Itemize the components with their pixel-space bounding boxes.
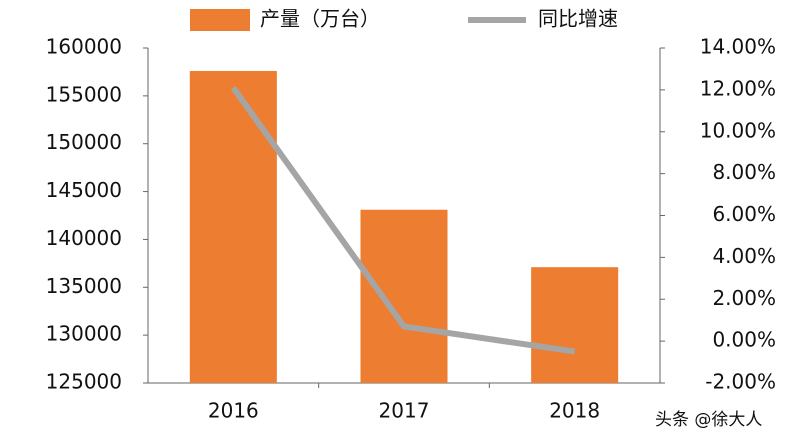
y2-tick-label: 10.00% <box>700 118 776 142</box>
x-tick-label: 2018 <box>549 399 600 423</box>
y2-tick-label: 6.00% <box>712 202 776 226</box>
y-tick-label: 150000 <box>46 130 122 154</box>
y-tick-label: 130000 <box>46 322 122 346</box>
y-tick-label: 155000 <box>46 82 122 106</box>
y2-tick-label: 8.00% <box>712 160 776 184</box>
y-tick-label: 140000 <box>46 226 122 250</box>
y2-tick-label: 12.00% <box>700 76 776 100</box>
y2-tick-label: 0.00% <box>712 328 776 352</box>
y2-tick-label: -2.00% <box>705 370 776 394</box>
legend-swatch <box>190 9 250 31</box>
y2-tick-label: 14.00% <box>700 35 776 59</box>
y2-tick-label: 2.00% <box>712 286 776 310</box>
x-tick-label: 2017 <box>379 399 430 423</box>
legend-label: 同比增速 <box>538 7 618 31</box>
bar <box>360 209 448 383</box>
watermark: 头条 @徐大人 <box>655 410 762 430</box>
bar <box>531 267 619 383</box>
bar <box>189 70 277 383</box>
y-tick-label: 160000 <box>46 35 122 59</box>
y-tick-label: 125000 <box>46 370 122 394</box>
y2-tick-label: 4.00% <box>712 244 776 268</box>
legend-label: 产量（万台） <box>260 7 380 31</box>
y-tick-label: 145000 <box>46 178 122 202</box>
x-tick-label: 2016 <box>208 399 259 423</box>
line <box>230 86 576 355</box>
y-tick-label: 135000 <box>46 274 122 298</box>
